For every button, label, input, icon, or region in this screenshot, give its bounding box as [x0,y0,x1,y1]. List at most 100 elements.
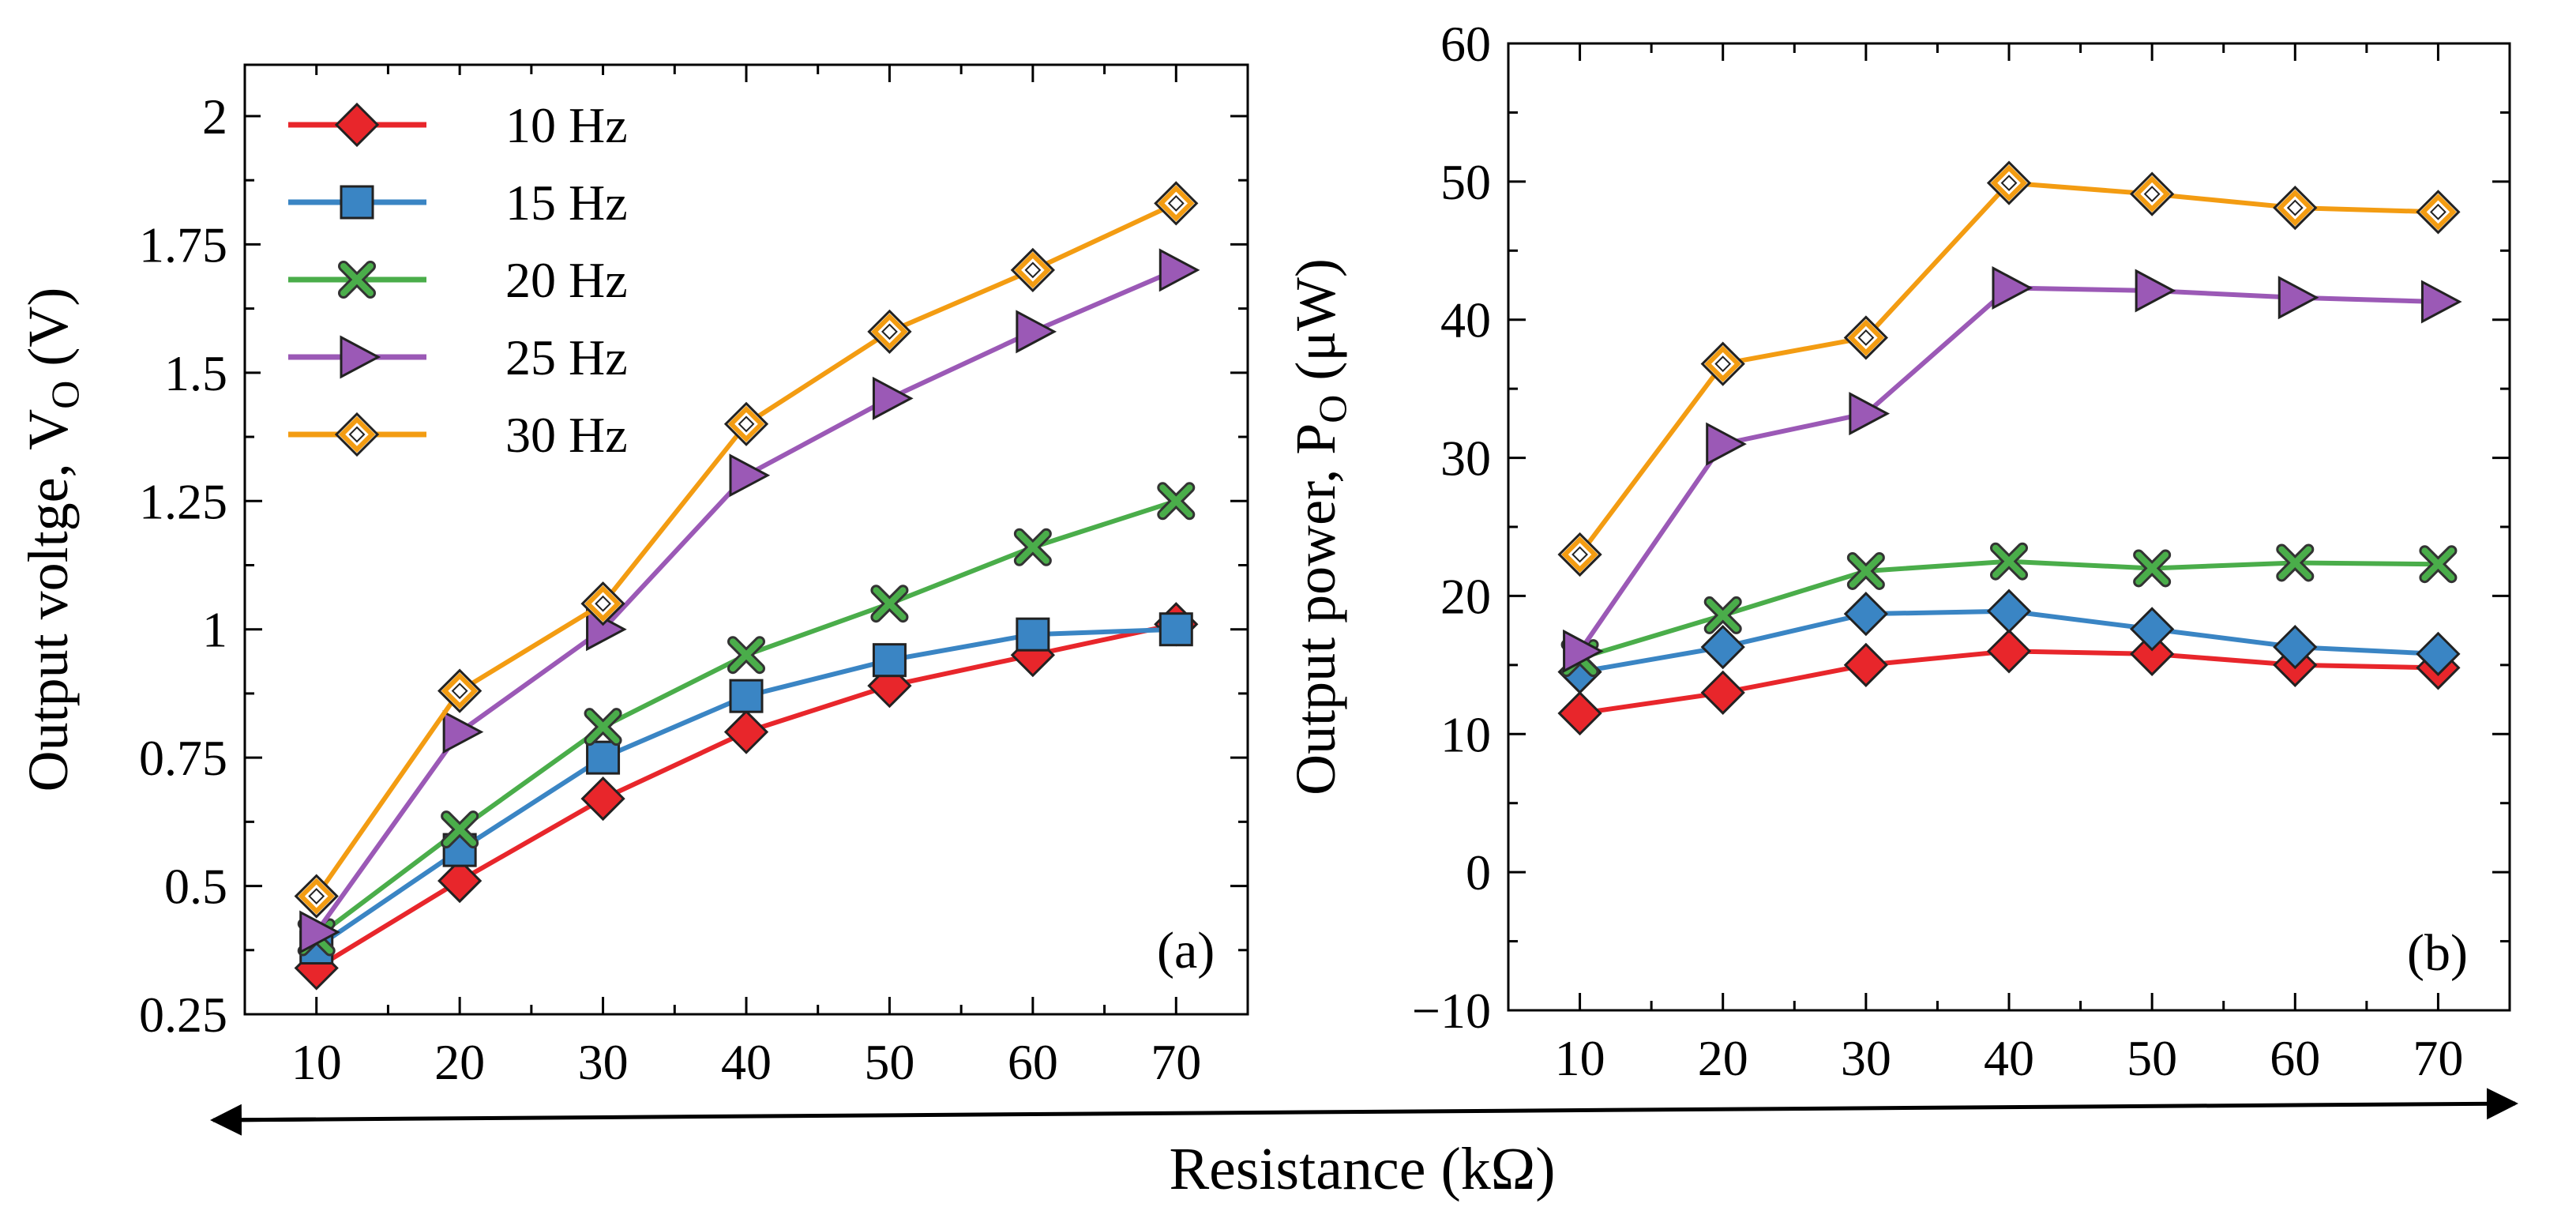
data-point-25-hz [442,710,484,754]
x-tick-label: 70 [1151,1034,1201,1090]
y-tick-label: 1.25 [139,473,227,529]
data-point-15-hz [2130,607,2175,652]
data-point-10-hz [580,776,625,822]
data-point-25-hz [299,910,340,954]
x-tick-label: 10 [1555,1030,1605,1086]
data-point-30-hz [1700,341,1745,386]
legend-marker-10-hz [334,102,380,148]
data-point-25-hz [729,453,771,498]
data-point-20-hz [727,636,765,675]
y-axis-title-b-main: Output power, P [1284,423,1347,795]
data-point-25-hz [1563,629,1604,673]
data-point-15-hz [1986,588,2032,634]
legend-marker-25-hz [340,335,381,379]
x-tick-label: 40 [721,1034,772,1090]
data-point-20-hz [584,708,622,746]
legend-a: 10 Hz 15 Hz 20 Hz 25 Hz 30 Hz [261,75,671,470]
data-point-15-hz [2416,631,2461,676]
y-tick-label: 0.5 [164,859,227,915]
x-tick-label: 60 [1008,1034,1058,1090]
x-tick-labels-a: 10 20 30 40 50 60 70 [291,1034,1202,1090]
series-group-b [1557,160,2462,736]
data-point-20-hz [1846,551,1885,590]
axis-ticks-a [245,65,1248,1016]
data-point-30-hz [1557,532,1602,577]
data-point-20-hz [2133,549,2172,588]
data-point-15-hz [2273,625,2318,670]
x-axis-title: Resistance (kΩ) [1169,1136,1555,1202]
data-point-30-hz [580,581,625,626]
y-axis-title-a-unit: (V) [17,288,80,381]
data-point-30-hz [294,874,339,919]
y-axis-title-b-unit: (μW) [1284,258,1347,395]
x-tick-label: 70 [2413,1030,2463,1086]
x-tick-label: 20 [1698,1030,1748,1086]
data-point-15-hz [729,679,764,713]
y-tick-label: 10 [1440,706,1491,762]
data-point-10-hz [1557,690,1602,736]
y-tick-labels-a: 0.25 0.5 0.75 1 1.25 1.5 1.75 2 [139,88,227,1043]
axis-ticks-b [1508,42,2510,1012]
series-group-a [294,181,1200,991]
x-tick-label: 40 [1984,1030,2034,1086]
x-tick-label: 50 [864,1034,914,1090]
data-point-15-hz [1158,612,1193,647]
data-point-30-hz [723,401,769,446]
y-axis-title-a-sub: O [43,381,87,409]
data-point-10-hz [1986,629,2032,674]
x-tick-label: 20 [434,1034,485,1090]
data-point-25-hz [1849,392,1891,436]
y-tick-label: 50 [1440,154,1491,210]
x-tick-labels-b: 10 20 30 40 50 60 70 [1555,1030,2464,1086]
data-point-30-hz [1986,160,2032,205]
data-point-20-hz [1013,528,1052,566]
data-point-15-hz [1016,617,1050,652]
y-axis-title-b: Output power, PO (μW) [1284,258,1354,795]
x-axis-double-arrow [212,1088,2518,1122]
x-tick-label: 50 [2127,1030,2177,1086]
shared-x-axis: Resistance (kΩ) [210,1088,2518,1202]
legend-marker-30-hz [334,412,380,457]
y-tick-label: 0.25 [139,987,227,1043]
x-tick-label: 30 [1841,1030,1891,1086]
data-point-30-hz [2416,190,2461,235]
legend-label-30-hz: 30 Hz [505,407,628,463]
data-point-10-hz [723,709,769,754]
data-point-10-hz [2130,631,2175,676]
data-point-20-hz [2276,543,2315,582]
data-point-30-hz [1010,247,1055,293]
data-point-30-hz [1843,315,1888,360]
data-point-25-hz [1016,310,1057,354]
panel-label-b: (b) [2407,924,2468,982]
y-tick-label: 20 [1440,568,1491,624]
y-axis-title-a-main: Output voltge, V [17,409,80,792]
data-point-20-hz [1157,482,1196,521]
y-tick-label: −10 [1412,983,1491,1039]
legend-label-25-hz: 25 Hz [505,329,628,385]
legend-marker-15-hz [340,185,374,220]
legend-label-10-hz: 10 Hz [505,97,628,153]
data-point-10-hz [1700,670,1745,715]
legend-marker-20-hz [338,261,376,299]
data-point-25-hz [2135,269,2176,313]
data-point-25-hz [872,376,914,420]
data-point-20-hz [870,585,909,623]
data-point-30-hz [1154,181,1199,226]
data-point-20-hz [1703,596,1742,634]
x-tick-label: 30 [578,1034,629,1090]
data-point-30-hz [867,309,912,354]
y-tick-label: 1.75 [139,216,227,273]
data-point-15-hz [1700,625,1745,670]
y-tick-label: 0 [1466,844,1491,901]
panel-label-a: (a) [1157,922,1215,980]
legend-label-20-hz: 20 Hz [505,252,628,308]
x-axis-double-arrow-left [210,1104,317,1136]
data-point-25-hz [2277,276,2319,320]
y-tick-label: 60 [1440,16,1491,72]
data-point-30-hz [2273,185,2318,231]
y-tick-label: 1 [202,602,227,658]
data-point-10-hz [437,858,483,904]
data-point-10-hz [1843,642,1888,687]
chart-panel-b: −10 0 10 20 30 40 50 60 10 20 30 40 50 60 70 Output p… [1284,16,2511,1086]
